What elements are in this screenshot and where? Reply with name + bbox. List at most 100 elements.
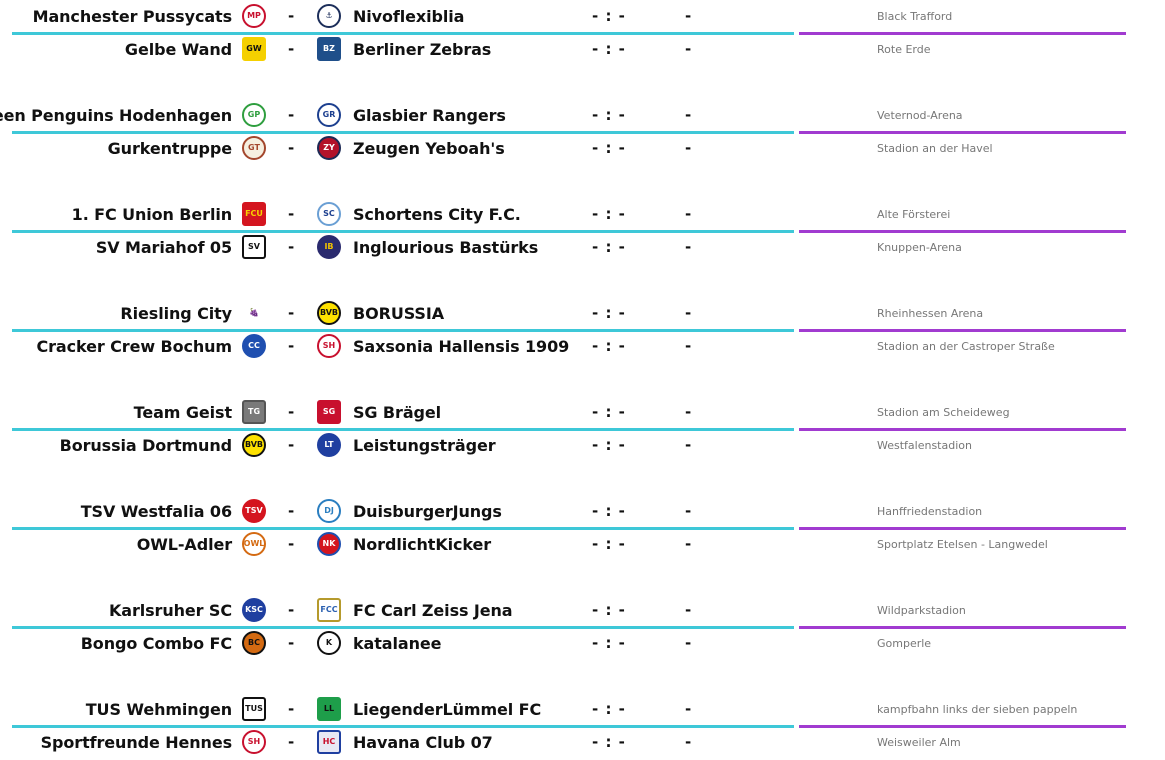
carl-zeiss-crest-icon: FCC [317,598,341,622]
match-venue: Stadion an der Havel [877,142,993,155]
match-extra: - [685,40,692,58]
match-row[interactable]: Borussia Dortmund BVB - LT Leistungsträger - … [0,429,1165,462]
away-team-name[interactable]: Saxsonia Hallensis 1909 [353,337,570,356]
match-extra: - [685,139,692,157]
match-venue: Alte Försterei [877,208,951,221]
away-team-name[interactable]: Leistungsträger [353,436,496,455]
versus-separator: - [288,436,295,454]
match-score: - : - [592,700,626,718]
row-divider-left [12,131,794,134]
match-score: - : - [592,436,626,454]
away-team-name[interactable]: Zeugen Yeboah's [353,139,505,158]
match-venue: Hanffriedenstadion [877,505,983,518]
match-extra: - [685,601,692,619]
match-score: - : - [592,205,626,223]
match-venue: Gomperle [877,637,932,650]
home-team-name[interactable]: Team Geist [133,403,232,422]
match-row[interactable]: TUS Wehmingen TUS - LL LiegenderLümmel FC - :… [0,693,1165,728]
bvb-crest-icon: BVB [317,301,341,325]
row-divider-right [799,428,1126,431]
home-team-name[interactable]: Green Penguins Hodenhagen [0,106,232,125]
hennes-crest-icon: SH [242,730,266,754]
away-team-name[interactable]: Havana Club 07 [353,733,493,752]
versus-separator: - [288,634,295,652]
bastuerks-crest-icon: IB [317,235,341,259]
match-score: - : - [592,502,626,520]
match-row[interactable]: Team Geist TG - SG SG Brägel - : - - Stadion am… [0,396,1165,431]
home-team-name[interactable]: TSV Westfalia 06 [80,502,232,521]
home-team-name[interactable]: Karlsruher SC [108,601,232,620]
row-divider-right [799,329,1126,332]
home-team-name[interactable]: Borussia Dortmund [59,436,232,455]
match-row[interactable]: Green Penguins Hodenhagen GP - GR Glasbier R… [0,99,1165,134]
westfalia-horse-crest-icon: TSV [242,499,266,523]
home-team-name[interactable]: SV Mariahof 05 [95,238,232,257]
penguin-crest-icon: GP [242,103,266,127]
match-score: - : - [592,733,626,751]
gurkentruppe-crest-icon: GT [242,136,266,160]
eagle-crest-icon: OWL [242,532,266,556]
match-extra: - [685,436,692,454]
versus-separator: - [288,205,295,223]
row-divider-left [12,725,794,728]
away-team-name[interactable]: FC Carl Zeiss Jena [353,601,513,620]
match-row[interactable]: SV Mariahof 05 SV - IB Inglourious Bastürks -… [0,231,1165,264]
match-group: Manchester Pussycats MP - ⚓ Nivoflexiblia - :… [0,0,1165,66]
match-extra: - [685,238,692,256]
match-extra: - [685,7,692,25]
home-team-name[interactable]: OWL-Adler [136,535,232,554]
home-team-name[interactable]: Sportfreunde Hennes [40,733,232,752]
versus-separator: - [288,601,295,619]
match-row[interactable]: Manchester Pussycats MP - ⚓ Nivoflexiblia - :… [0,0,1165,35]
pussycats-crest-icon: MP [242,4,266,28]
versus-separator: - [288,733,295,751]
home-team-name[interactable]: Manchester Pussycats [32,7,232,26]
row-divider-left [12,626,794,629]
row-divider-left [12,329,794,332]
match-row[interactable]: Cracker Crew Bochum CC - SH Saxsonia Hallens… [0,330,1165,363]
match-row[interactable]: Karlsruher SC KSC - FCC FC Carl Zeiss Jena - … [0,594,1165,629]
leistungstraeger-crest-icon: LT [317,433,341,457]
away-team-name[interactable]: Inglourious Bastürks [353,238,539,257]
home-team-name[interactable]: TUS Wehmingen [85,700,232,719]
grapes-crest-icon: 🍇 [242,301,266,325]
match-row[interactable]: Gurkentruppe GT - ZY Zeugen Yeboah's - : - - St… [0,132,1165,165]
match-row[interactable]: Sportfreunde Hennes SH - HC Havana Club 07 - … [0,726,1165,759]
away-team-name[interactable]: Glasbier Rangers [353,106,506,125]
match-row[interactable]: TSV Westfalia 06 TSV - DJ DuisburgerJungs - :… [0,495,1165,530]
sg-braegel-crest-icon: SG [317,400,341,424]
home-team-name[interactable]: Riesling City [120,304,232,323]
match-venue: Westfalenstadion [877,439,972,452]
home-team-name[interactable]: Gelbe Wand [124,40,232,59]
versus-separator: - [288,502,295,520]
away-team-name[interactable]: katalanee [353,634,442,653]
match-extra: - [685,337,692,355]
away-team-name[interactable]: NordlichtKicker [353,535,492,554]
versus-separator: - [288,40,295,58]
away-team-name[interactable]: LiegenderLümmel FC [353,700,542,719]
away-team-name[interactable]: DuisburgerJungs [353,502,502,521]
match-row[interactable]: Riesling City 🍇 - BVB BORUSSIA - : - - Rheinhes… [0,297,1165,332]
havana-club-crest-icon: HC [317,730,341,754]
row-divider-right [799,32,1126,35]
match-venue: Stadion am Scheideweg [877,406,1010,419]
home-team-name[interactable]: Cracker Crew Bochum [36,337,233,356]
away-team-name[interactable]: Schortens City F.C. [353,205,521,224]
away-team-name[interactable]: Berliner Zebras [353,40,492,59]
match-score: - : - [592,304,626,322]
match-score: - : - [592,337,626,355]
away-team-name[interactable]: Nivoflexiblia [353,7,465,26]
match-group: TUS Wehmingen TUS - LL LiegenderLümmel FC - :… [0,693,1165,759]
match-row[interactable]: 1. FC Union Berlin FCU - SC Schortens City F… [0,198,1165,233]
home-team-name[interactable]: Gurkentruppe [107,139,232,158]
away-team-name[interactable]: BORUSSIA [353,304,444,323]
match-venue: Sportplatz Etelsen - Langwedel [877,538,1048,551]
away-team-name[interactable]: SG Brägel [353,403,441,422]
home-team-name[interactable]: Bongo Combo FC [80,634,232,653]
match-row[interactable]: Gelbe Wand GW - BZ Berliner Zebras - : - - Rote… [0,33,1165,66]
match-score: - : - [592,106,626,124]
home-team-name[interactable]: 1. FC Union Berlin [71,205,232,224]
match-row[interactable]: OWL-Adler OWL - NK NordlichtKicker - : - - Spor… [0,528,1165,561]
match-score: - : - [592,139,626,157]
